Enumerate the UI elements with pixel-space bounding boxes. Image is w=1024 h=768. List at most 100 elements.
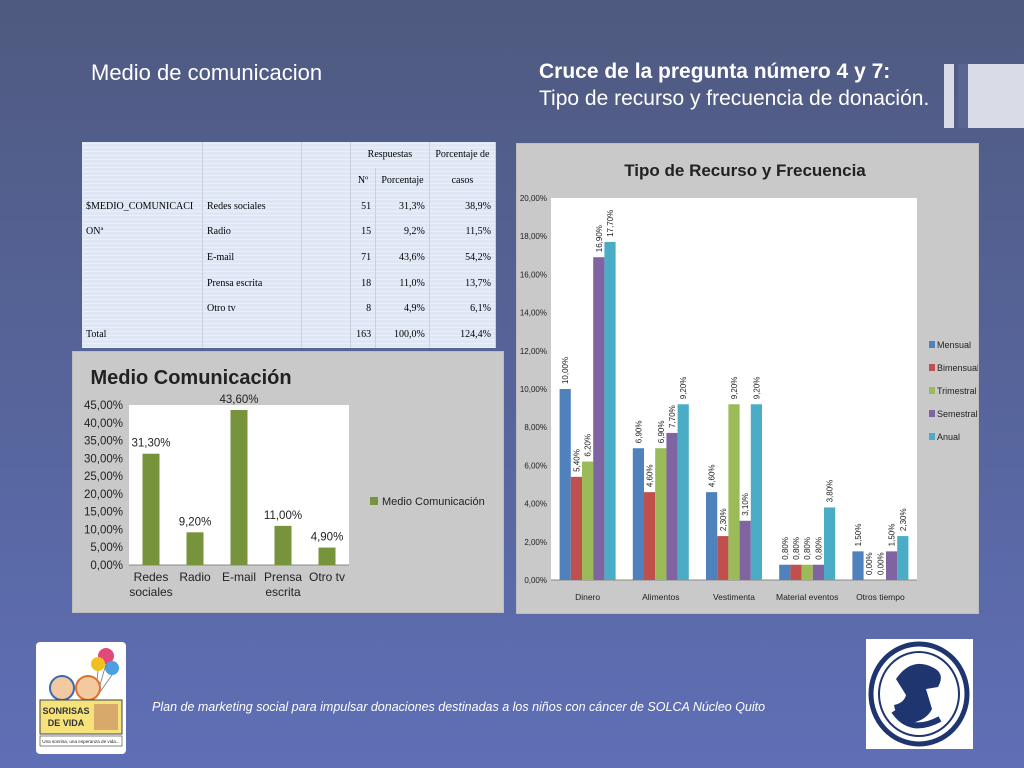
table-total-row: Total 163 100,0% 124,4%: [82, 321, 497, 348]
bar: [677, 404, 689, 580]
medio-comunicacion-chart: Medio Comunicación 0,00% 5,00% 10,00% 15,00%…: [84, 367, 485, 599]
y-tick-label: 30,00%: [84, 453, 123, 465]
row-pct: 43,6%: [375, 244, 430, 271]
bar: [897, 536, 909, 580]
bar: [142, 453, 160, 565]
slide-left-title: Medio de comunicacion: [91, 60, 323, 85]
total-pct: 100,0%: [375, 321, 430, 348]
data-label: 2,30%: [719, 508, 728, 531]
data-label: 0,80%: [814, 537, 823, 560]
data-label: 0,80%: [792, 537, 801, 560]
data-label: 9,20%: [179, 516, 212, 528]
header-casos: casos: [429, 167, 497, 194]
slide-right-title: Cruce de la pregunta número 4 y 7: Tipo …: [539, 58, 939, 112]
data-label: 0,00%: [865, 552, 874, 575]
x-tick-label: Otros tiempo: [856, 592, 905, 602]
bar: [230, 409, 248, 565]
data-label: 0,00%: [876, 552, 885, 575]
y-tick-label: 20,00%: [84, 489, 123, 501]
data-label: 6,90%: [634, 421, 643, 444]
header-respuestas: Respuestas: [350, 142, 430, 168]
y-tick-label: 0,00%: [524, 576, 547, 585]
bar: [570, 476, 582, 580]
x-tick-label: Redes: [134, 570, 169, 584]
data-label: 6,90%: [657, 421, 666, 444]
bar: [886, 551, 898, 580]
bar: [812, 564, 824, 580]
y-tick-label: 14,00%: [520, 309, 547, 318]
y-tick-label: 16,00%: [520, 270, 547, 279]
y-tick-label: 5,00%: [90, 542, 123, 554]
row-label: Prensa escrita: [202, 270, 302, 297]
legend-swatch: [929, 364, 935, 371]
frequency-table: Respuestas Porcentaje de Nº Porcentaje c…: [82, 142, 497, 348]
data-label: 4,60%: [708, 464, 717, 487]
solca-logo: [866, 639, 973, 749]
bar: [728, 404, 740, 580]
table-row: Otro tv 8 4,9% 6,1%: [82, 296, 497, 322]
legend-swatch: [929, 433, 935, 440]
header-porcentaje-de: Porcentaje de: [429, 142, 497, 168]
bar: [779, 564, 791, 580]
data-label: 9,20%: [752, 377, 761, 400]
row-n: 15: [350, 219, 377, 245]
row-pct: 11,0%: [375, 270, 430, 297]
total-casos: 124,4%: [429, 321, 497, 348]
y-tick-label: 6,00%: [524, 461, 547, 470]
row-pct: 9,2%: [375, 219, 430, 245]
legend-swatch: [929, 387, 935, 394]
header-n: Nº: [350, 167, 377, 194]
legend-swatch: [929, 341, 935, 348]
bar: [582, 461, 594, 580]
y-tick-label: 40,00%: [84, 418, 123, 430]
y-tick-label: 20,00%: [520, 194, 547, 203]
bar: [852, 551, 864, 580]
data-label: 43,60%: [219, 394, 258, 406]
tipo-recurso-chart-panel: Tipo de Recurso y Frecuencia 0,00% 2,00% 4,…: [516, 143, 979, 614]
bar: [801, 564, 813, 580]
data-label: 4,60%: [646, 464, 655, 487]
row-casos: 11,5%: [429, 219, 497, 245]
bar: [655, 448, 667, 580]
row-casos: 38,9%: [429, 193, 497, 220]
y-tick-label: 0,00%: [90, 560, 123, 572]
row-casos: 54,2%: [429, 244, 497, 271]
legend-label: Bimensual: [937, 363, 978, 373]
bar: [824, 507, 836, 580]
bar: [706, 492, 718, 580]
var-name-1: $MEDIO_COMUNICACI: [82, 193, 203, 220]
row-casos: 13,7%: [429, 270, 497, 297]
legend-label: Medio Comunicación: [382, 496, 485, 508]
data-label: 9,20%: [730, 377, 739, 400]
x-tick-label: Radio: [179, 570, 211, 584]
legend-label: Anual: [937, 432, 960, 442]
bar: [559, 389, 571, 580]
legend-label: Semestral: [937, 409, 978, 419]
bar: [632, 448, 644, 580]
data-label: 3,10%: [741, 493, 750, 516]
y-tick-label: 18,00%: [520, 232, 547, 241]
data-label: 7,70%: [668, 405, 677, 428]
data-label: 16,90%: [595, 225, 604, 252]
y-tick-label: 15,00%: [84, 507, 123, 519]
chart-title: Tipo de Recurso y Frecuencia: [624, 161, 866, 180]
x-tick-label: Otro tv: [309, 570, 345, 584]
row-label: Redes sociales: [202, 193, 302, 220]
medio-comunicacion-chart-panel: Medio Comunicación 0,00% 5,00% 10,00% 15,00%…: [72, 351, 504, 613]
y-tick-label: 25,00%: [84, 471, 123, 483]
total-n: 163: [350, 321, 377, 348]
bar: [604, 241, 616, 580]
data-label: 0,80%: [803, 537, 812, 560]
table-header-row-1: Respuestas Porcentaje de: [82, 142, 497, 168]
y-tick-label: 45,00%: [84, 400, 123, 412]
bar: [717, 536, 729, 580]
row-n: 18: [350, 270, 377, 297]
y-tick-label: 35,00%: [84, 436, 123, 448]
bar: [666, 432, 678, 580]
bar: [739, 520, 751, 580]
bar: [318, 547, 336, 565]
total-label: Total: [82, 321, 203, 348]
row-label: Radio: [202, 219, 302, 245]
right-title-rest: Tipo de recurso y frecuencia de donación…: [539, 87, 930, 110]
x-tick-label: Material eventos: [776, 592, 838, 602]
